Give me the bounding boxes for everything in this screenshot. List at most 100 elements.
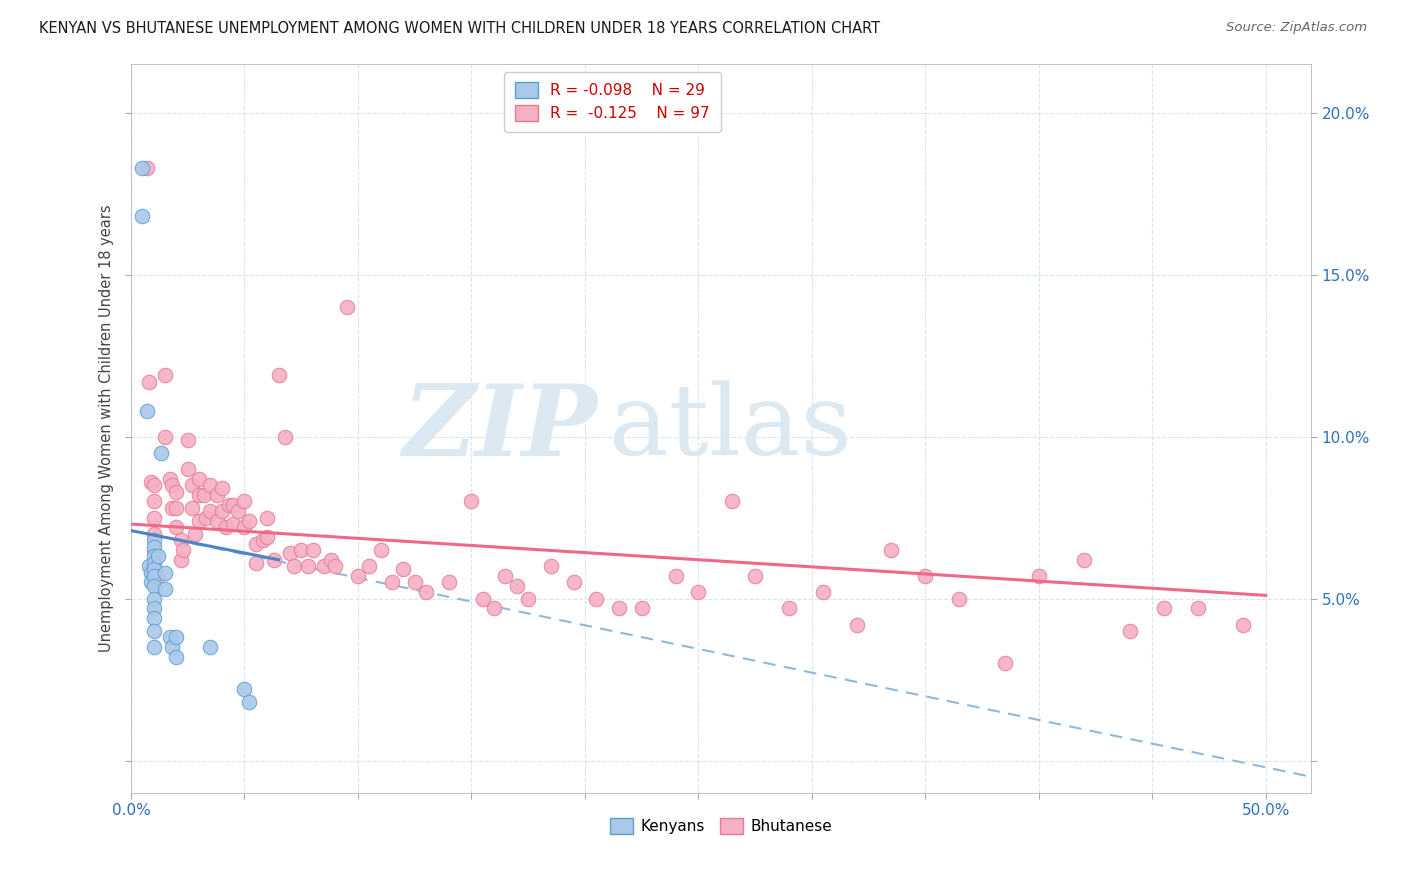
Point — [200, 478, 222, 492]
Point — [142, 640, 165, 655]
Point — [312, 559, 335, 574]
Point — [630, 601, 652, 615]
Point — [471, 591, 494, 606]
Point — [142, 478, 165, 492]
Point — [142, 611, 165, 625]
Point — [336, 300, 359, 314]
Point — [948, 591, 970, 606]
Point — [744, 569, 766, 583]
Point — [165, 631, 187, 645]
Point — [200, 640, 222, 655]
Point — [460, 494, 482, 508]
Point — [142, 543, 165, 558]
Point — [177, 433, 200, 447]
Point — [153, 582, 176, 596]
Point — [506, 579, 529, 593]
Point — [142, 591, 165, 606]
Text: KENYAN VS BHUTANESE UNEMPLOYMENT AMONG WOMEN WITH CHILDREN UNDER 18 YEARS CORREL: KENYAN VS BHUTANESE UNEMPLOYMENT AMONG W… — [39, 21, 880, 37]
Point — [181, 478, 204, 492]
Point — [142, 601, 165, 615]
Point — [138, 559, 160, 574]
Point — [721, 494, 744, 508]
Point — [297, 559, 319, 574]
Point — [194, 510, 217, 524]
Point — [274, 429, 297, 443]
Point — [153, 368, 176, 382]
Point — [392, 562, 415, 576]
Point — [138, 375, 160, 389]
Point — [347, 569, 370, 583]
Point — [585, 591, 607, 606]
Point — [142, 549, 165, 564]
Point — [517, 591, 540, 606]
Point — [283, 559, 305, 574]
Point — [142, 569, 165, 583]
Point — [149, 446, 172, 460]
Point — [141, 475, 163, 489]
Point — [207, 488, 229, 502]
Point — [238, 695, 260, 709]
Point — [415, 585, 437, 599]
Point — [131, 161, 153, 175]
Text: ZIP: ZIP — [402, 380, 598, 476]
Point — [256, 530, 278, 544]
Point — [131, 210, 153, 224]
Point — [141, 575, 163, 590]
Point — [200, 504, 222, 518]
Point — [1187, 601, 1209, 615]
Point — [301, 543, 323, 558]
Point — [141, 566, 163, 580]
Point — [148, 549, 170, 564]
Point — [222, 498, 245, 512]
Point — [233, 682, 256, 697]
Point — [222, 517, 245, 532]
Point — [188, 472, 211, 486]
Point — [142, 540, 165, 554]
Point — [1028, 569, 1050, 583]
Point — [142, 562, 165, 576]
Point — [218, 498, 240, 512]
Point — [211, 482, 233, 496]
Legend: Kenyans, Bhutanese: Kenyans, Bhutanese — [603, 812, 838, 840]
Point — [135, 403, 157, 417]
Point — [165, 649, 187, 664]
Point — [880, 543, 903, 558]
Point — [245, 556, 267, 570]
Point — [215, 520, 238, 534]
Point — [188, 488, 211, 502]
Point — [177, 462, 200, 476]
Point — [238, 514, 260, 528]
Point — [437, 575, 460, 590]
Point — [252, 533, 274, 548]
Point — [142, 533, 165, 548]
Point — [323, 559, 346, 574]
Point — [170, 552, 193, 566]
Point — [1232, 617, 1254, 632]
Point — [688, 585, 710, 599]
Point — [172, 543, 194, 558]
Point — [994, 657, 1017, 671]
Point — [165, 484, 187, 499]
Text: Source: ZipAtlas.com: Source: ZipAtlas.com — [1226, 21, 1367, 35]
Point — [1118, 624, 1140, 638]
Point — [142, 579, 165, 593]
Point — [142, 624, 165, 638]
Point — [160, 500, 183, 515]
Point — [846, 617, 869, 632]
Point — [256, 510, 278, 524]
Point — [160, 478, 183, 492]
Point — [153, 566, 176, 580]
Point — [183, 526, 205, 541]
Point — [495, 569, 517, 583]
Point — [381, 575, 404, 590]
Point — [153, 429, 176, 443]
Point — [914, 569, 936, 583]
Point — [170, 533, 193, 548]
Point — [233, 520, 256, 534]
Point — [165, 520, 187, 534]
Point — [665, 569, 688, 583]
Point — [160, 640, 183, 655]
Point — [135, 161, 157, 175]
Point — [811, 585, 834, 599]
Point — [540, 559, 562, 574]
